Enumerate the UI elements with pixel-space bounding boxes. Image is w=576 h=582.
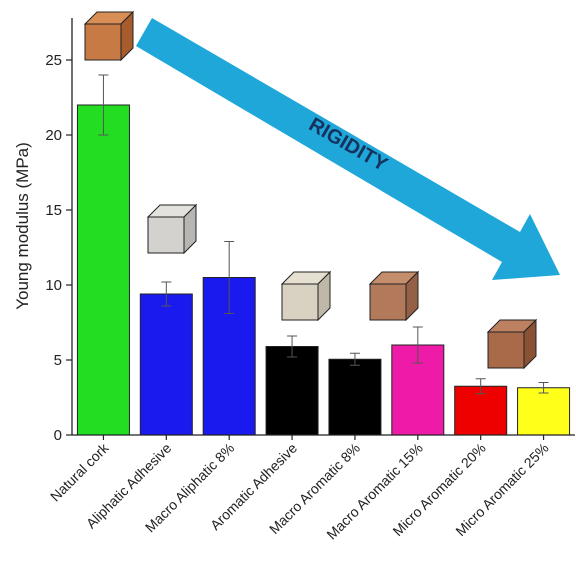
error-bar: [349, 352, 360, 366]
error-bar: [161, 281, 172, 307]
rigidity-arrow: [136, 18, 560, 280]
bar: [328, 358, 382, 436]
y-axis-label: Young modulus (MPa): [13, 142, 32, 310]
error-bar: [287, 335, 298, 358]
error-bar: [98, 74, 109, 136]
y-tick-label: 5: [54, 352, 62, 369]
x-tick-label: Natural cork: [47, 439, 112, 504]
y-tick-label: 20: [45, 127, 62, 144]
cube-icons: [83, 10, 538, 370]
y-tick-label: 0: [54, 427, 62, 444]
bar: [202, 277, 256, 436]
bar: [139, 293, 193, 436]
error-bar: [412, 326, 423, 364]
y-tick-label: 10: [45, 277, 62, 294]
y-tick-label: 15: [45, 202, 62, 219]
error-bar: [475, 378, 486, 395]
bar: [517, 387, 571, 436]
y-tick-label: 25: [45, 52, 62, 69]
error-bar: [224, 241, 235, 314]
bar: [76, 104, 130, 436]
bar: [265, 346, 319, 436]
error-bar: [538, 382, 549, 394]
